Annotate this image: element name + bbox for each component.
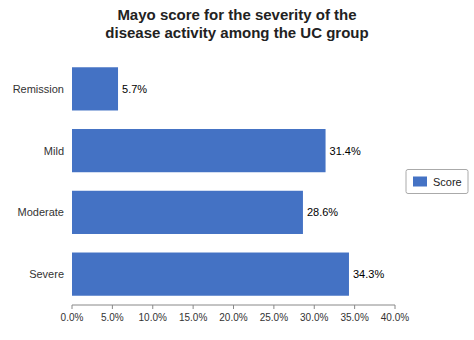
- category-label: Remission: [13, 83, 64, 95]
- x-tick: [273, 305, 274, 309]
- bar: [72, 191, 303, 234]
- x-tick-label: 0.0%: [61, 312, 84, 323]
- x-tick: [72, 305, 73, 309]
- category-label: Severe: [29, 268, 64, 280]
- category-label: Mild: [44, 145, 64, 157]
- x-tick-label: 25.0%: [260, 312, 288, 323]
- x-tick: [233, 305, 234, 309]
- category-label: Moderate: [18, 206, 64, 218]
- data-label: 34.3%: [353, 268, 384, 280]
- legend: Score: [406, 170, 468, 194]
- title-line: Mayo score for the severity of the: [117, 6, 356, 23]
- x-tick-label: 5.0%: [101, 312, 124, 323]
- data-label: 31.4%: [330, 145, 361, 157]
- x-tick-label: 20.0%: [219, 312, 247, 323]
- x-tick-label: 10.0%: [139, 312, 167, 323]
- x-tick: [354, 305, 355, 309]
- background: [0, 0, 474, 340]
- bar: [72, 253, 349, 296]
- x-tick-label: 40.0%: [381, 312, 409, 323]
- bars: [72, 67, 349, 295]
- legend-label: Score: [433, 176, 462, 188]
- x-tick-label: 30.0%: [300, 312, 328, 323]
- bar: [72, 129, 326, 172]
- x-tick: [193, 305, 194, 309]
- bar: [72, 67, 118, 110]
- x-tick: [314, 305, 315, 309]
- x-tick-label: 35.0%: [340, 312, 368, 323]
- x-tick: [152, 305, 153, 309]
- x-tick: [112, 305, 113, 309]
- x-tick-label: 15.0%: [179, 312, 207, 323]
- chart: Mayo score for the severity of thediseas…: [0, 0, 474, 340]
- title: Mayo score for the severity of thediseas…: [105, 6, 368, 41]
- data-label: 5.7%: [122, 83, 147, 95]
- legend-swatch: [413, 177, 427, 187]
- title-line: disease activity among the UC group: [105, 24, 368, 41]
- legend-frame: [406, 170, 468, 194]
- data-label: 28.6%: [307, 206, 338, 218]
- x-tick: [395, 305, 396, 309]
